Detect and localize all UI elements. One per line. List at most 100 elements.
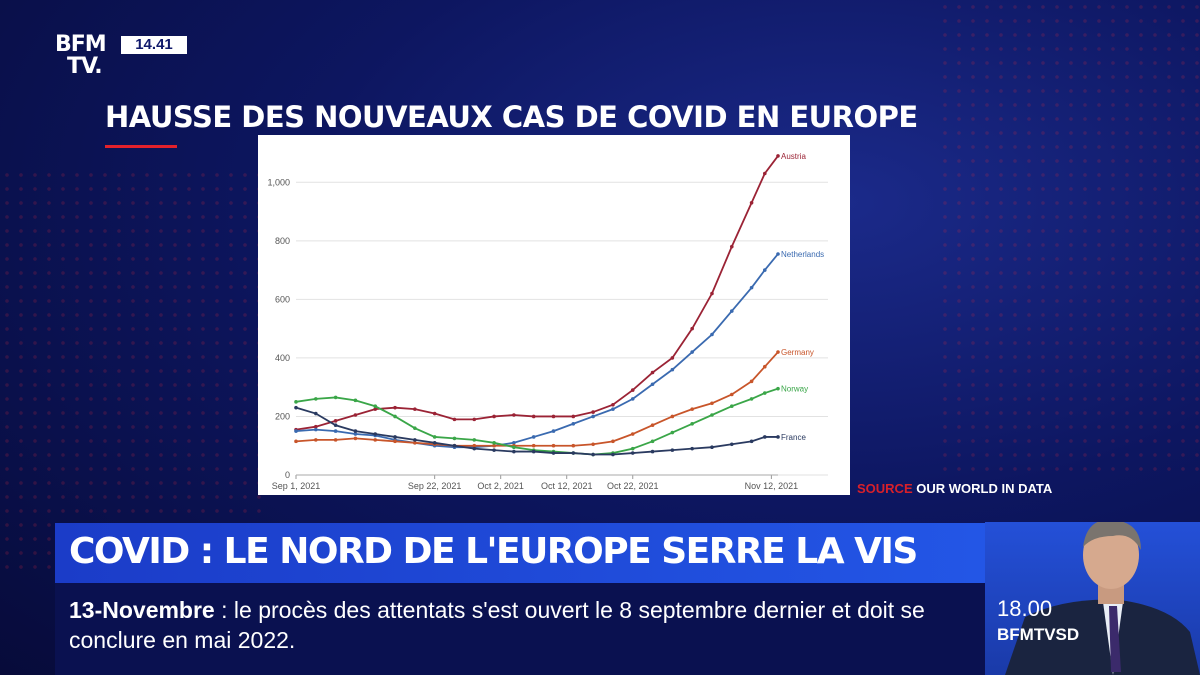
data-point [710, 401, 714, 406]
data-point [571, 421, 576, 426]
data-point [611, 452, 615, 457]
ticker-text-block: 13-Novembre : le procès des attentats s'… [69, 595, 969, 655]
data-point [611, 407, 615, 411]
series-line-netherlands [295, 253, 779, 449]
clock: 14.41 [121, 36, 187, 54]
data-point [571, 451, 576, 455]
data-point [690, 326, 694, 331]
data-point [749, 379, 754, 384]
data-point [333, 429, 338, 433]
data-point [333, 438, 338, 442]
y-tick-label: 200 [275, 411, 290, 421]
data-point [630, 446, 635, 451]
data-point [551, 443, 556, 448]
channel-logo: BFM TV. [55, 34, 107, 79]
data-point [314, 397, 318, 401]
data-point [729, 244, 734, 249]
data-point [531, 449, 536, 454]
data-point [373, 438, 378, 442]
data-point [762, 435, 767, 439]
data-point [630, 397, 635, 401]
data-point [492, 441, 496, 445]
headline-banner: COVID : LE NORD DE L'EUROPE SERRE LA VIS [55, 523, 985, 583]
data-point [762, 171, 767, 176]
data-point [670, 414, 675, 419]
data-point [776, 350, 780, 354]
data-point [472, 417, 477, 422]
series-label: Norway [781, 385, 808, 394]
show-time: 18.00 [997, 596, 1053, 621]
data-point [512, 413, 516, 417]
data-point [294, 400, 298, 404]
data-point [749, 439, 754, 444]
data-point [670, 430, 675, 435]
series-line-austria [295, 155, 779, 431]
data-point [314, 438, 318, 442]
data-point [690, 421, 694, 426]
ticker-separator: : [214, 597, 234, 623]
show-name: BFMTVSD [997, 625, 1080, 644]
data-point [314, 427, 318, 432]
data-point [776, 435, 780, 439]
data-point [710, 291, 714, 296]
data-point [452, 436, 457, 441]
data-point [630, 432, 635, 436]
data-point [729, 392, 734, 397]
data-point [353, 398, 358, 403]
data-point [749, 397, 754, 401]
data-point [353, 436, 358, 441]
data-point [749, 285, 754, 290]
data-point [333, 423, 338, 428]
headline-text: COVID : LE NORD DE L'EUROPE SERRE LA VIS [69, 531, 918, 572]
y-tick-label: 400 [275, 353, 290, 363]
data-point [690, 350, 694, 354]
data-point [762, 268, 767, 272]
data-point [710, 413, 714, 417]
data-point [294, 429, 298, 433]
data-point [492, 414, 496, 419]
data-point [729, 442, 734, 447]
data-point [314, 424, 318, 429]
data-point [630, 451, 635, 455]
data-point [650, 423, 655, 428]
data-point [294, 439, 298, 444]
data-point [710, 445, 714, 449]
data-point [611, 439, 615, 444]
data-point [531, 435, 536, 439]
data-point [432, 435, 437, 439]
source-credit: SOURCE OUR WORLD IN DATA [857, 481, 1052, 496]
y-tick-label: 1,000 [267, 177, 290, 187]
news-ticker: 13-Novembre : le procès des attentats s'… [55, 583, 985, 675]
y-tick-label: 800 [275, 236, 290, 246]
data-point [413, 407, 417, 411]
data-point [333, 395, 338, 400]
data-point [650, 370, 655, 375]
page-title: HAUSSE DES NOUVEAUX CAS DE COVID EN EURO… [105, 100, 918, 134]
data-point [314, 411, 318, 416]
x-tick-label: Sep 1, 2021 [272, 481, 321, 491]
data-point [373, 407, 378, 411]
data-point [670, 367, 675, 372]
source-name: OUR WORLD IN DATA [916, 481, 1053, 496]
y-tick-label: 0 [285, 470, 290, 480]
source-label: SOURCE [857, 481, 913, 496]
data-point [690, 446, 694, 451]
presenter-image [1005, 522, 1200, 675]
title-underline [105, 145, 177, 148]
data-point [413, 438, 417, 442]
data-point [690, 407, 694, 411]
chart-panel: 0 200 400 600 800 1,000 Sep 1, 2021 Sep 22, 202… [258, 135, 850, 495]
data-point [432, 441, 437, 445]
data-point [611, 402, 615, 407]
data-point [571, 414, 576, 419]
data-point [492, 448, 496, 452]
data-point [373, 404, 378, 409]
data-point [472, 438, 477, 442]
data-point [393, 439, 397, 444]
data-point [776, 386, 780, 391]
data-point [472, 446, 477, 451]
y-tick-label: 600 [275, 294, 290, 304]
logo-line-2: TV. [67, 54, 103, 79]
data-point [776, 252, 780, 256]
data-point [413, 441, 417, 445]
